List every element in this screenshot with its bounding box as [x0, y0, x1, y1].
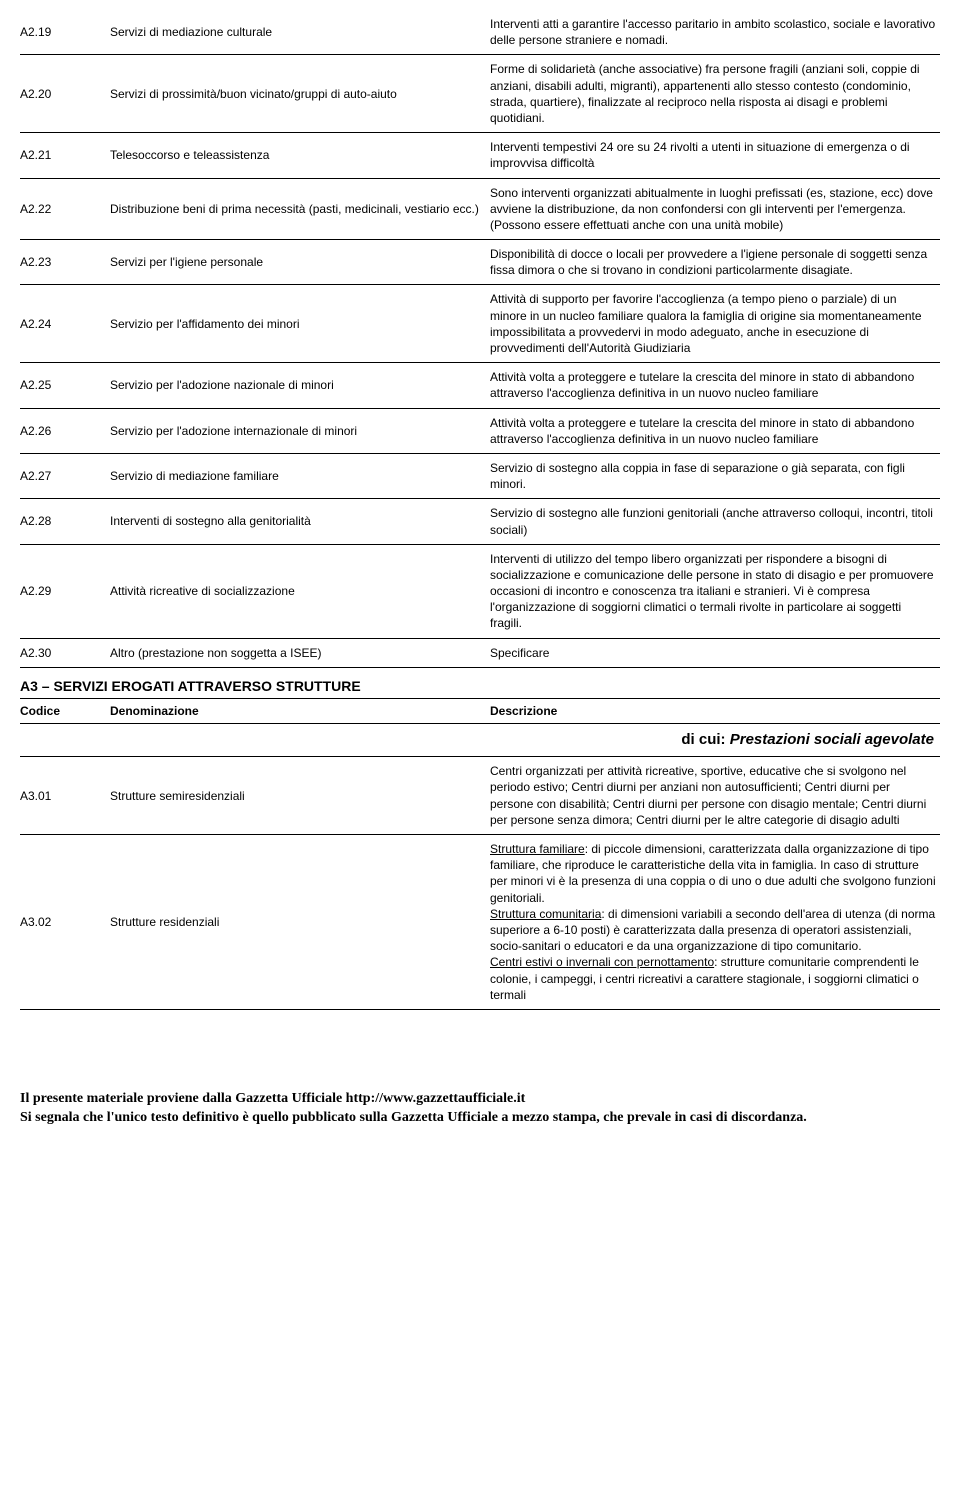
cell-denominazione: Servizio per l'affidamento dei minori [110, 285, 490, 363]
cell-descrizione: Interventi tempestivi 24 ore su 24 rivol… [490, 133, 940, 178]
descr-term: Struttura comunitaria [490, 907, 601, 921]
col-header-denominazione: Denominazione [110, 699, 490, 724]
cell-descrizione: Centri organizzati per attività ricreati… [490, 757, 940, 835]
col-header-codice: Codice [20, 699, 110, 724]
cell-descrizione: Struttura familiare: di piccole dimensio… [490, 835, 940, 1010]
table-row: A3.02Strutture residenzialiStruttura fam… [20, 835, 940, 1010]
services-table-a2: A2.19Servizi di mediazione culturaleInte… [20, 10, 940, 668]
cell-descrizione: Disponibilità di docce o locali per prov… [490, 240, 940, 285]
footer-line-1: Il presente materiale proviene dalla Gaz… [20, 1090, 940, 1109]
table-row: A2.25Servizio per l'adozione nazionale d… [20, 363, 940, 408]
services-table-a3: Codice Denominazione Descrizione di cui:… [20, 699, 940, 1010]
cell-denominazione: Servizio per l'adozione nazionale di min… [110, 363, 490, 408]
table-row: A2.27Servizio di mediazione familiareSer… [20, 453, 940, 498]
table-row: A2.28Interventi di sostegno alla genitor… [20, 499, 940, 544]
page-footer: Il presente materiale proviene dalla Gaz… [20, 1090, 940, 1128]
cell-denominazione: Telesoccorso e teleassistenza [110, 133, 490, 178]
table-row: A2.20Servizi di prossimità/buon vicinato… [20, 55, 940, 133]
table-row: A2.29Attività ricreative di socializzazi… [20, 544, 940, 638]
cell-code: A2.25 [20, 363, 110, 408]
cell-code: A2.21 [20, 133, 110, 178]
subheading-prefix: di cui: [681, 731, 729, 748]
cell-denominazione: Interventi di sostegno alla genitorialit… [110, 499, 490, 544]
table-row: A2.30Altro (prestazione non soggetta a I… [20, 638, 940, 667]
cell-denominazione: Servizi di prossimità/buon vicinato/grup… [110, 55, 490, 133]
cell-denominazione: Strutture residenziali [110, 835, 490, 1010]
table-row: A2.21Telesoccorso e teleassistenzaInterv… [20, 133, 940, 178]
cell-descrizione: Servizio di sostegno alla coppia in fase… [490, 453, 940, 498]
cell-descrizione: Interventi di utilizzo del tempo libero … [490, 544, 940, 638]
cell-code: A2.27 [20, 453, 110, 498]
table-row: A2.26Servizio per l'adozione internazion… [20, 408, 940, 453]
footer-line-2: Si segnala che l'unico testo definitivo … [20, 1109, 940, 1128]
cell-code: A2.30 [20, 638, 110, 667]
table-row: A2.19Servizi di mediazione culturaleInte… [20, 10, 940, 55]
table-row: A2.24Servizio per l'affidamento dei mino… [20, 285, 940, 363]
cell-denominazione: Attività ricreative di socializzazione [110, 544, 490, 638]
cell-code: A2.29 [20, 544, 110, 638]
cell-descrizione: Specificare [490, 638, 940, 667]
cell-denominazione: Strutture semiresidenziali [110, 757, 490, 835]
cell-code: A2.20 [20, 55, 110, 133]
cell-denominazione: Servizio di mediazione familiare [110, 453, 490, 498]
cell-descrizione: Servizio di sostegno alle funzioni genit… [490, 499, 940, 544]
cell-code: A3.02 [20, 835, 110, 1010]
cell-descrizione: Attività volta a proteggere e tutelare l… [490, 363, 940, 408]
cell-descrizione: Sono interventi organizzati abitualmente… [490, 178, 940, 240]
cell-code: A2.24 [20, 285, 110, 363]
cell-code: A3.01 [20, 757, 110, 835]
subheading-cell: di cui: Prestazioni sociali agevolate [20, 724, 940, 757]
section-a3-heading: A3 – SERVIZI EROGATI ATTRAVERSO STRUTTUR… [20, 668, 940, 699]
table-row: A3.01Strutture semiresidenzialiCentri or… [20, 757, 940, 835]
subheading-italic: Prestazioni sociali agevolate [730, 731, 934, 748]
cell-code: A2.28 [20, 499, 110, 544]
cell-descrizione: Forme di solidarietà (anche associative)… [490, 55, 940, 133]
cell-descrizione: Interventi atti a garantire l'accesso pa… [490, 10, 940, 55]
table-header-row: Codice Denominazione Descrizione [20, 699, 940, 724]
cell-descrizione: Attività volta a proteggere e tutelare l… [490, 408, 940, 453]
table-row: A2.23Servizi per l'igiene personaleDispo… [20, 240, 940, 285]
descr-term: Centri estivi o invernali con pernottame… [490, 955, 714, 969]
table-row: A2.22Distribuzione beni di prima necessi… [20, 178, 940, 240]
cell-denominazione: Altro (prestazione non soggetta a ISEE) [110, 638, 490, 667]
cell-denominazione: Distribuzione beni di prima necessità (p… [110, 178, 490, 240]
cell-denominazione: Servizi di mediazione culturale [110, 10, 490, 55]
subheading-row: di cui: Prestazioni sociali agevolate [20, 724, 940, 757]
cell-code: A2.19 [20, 10, 110, 55]
cell-code: A2.23 [20, 240, 110, 285]
col-header-descrizione: Descrizione [490, 699, 940, 724]
cell-code: A2.26 [20, 408, 110, 453]
cell-code: A2.22 [20, 178, 110, 240]
cell-denominazione: Servizio per l'adozione internazionale d… [110, 408, 490, 453]
cell-descrizione: Attività di supporto per favorire l'acco… [490, 285, 940, 363]
cell-denominazione: Servizi per l'igiene personale [110, 240, 490, 285]
descr-term: Struttura familiare [490, 842, 585, 856]
